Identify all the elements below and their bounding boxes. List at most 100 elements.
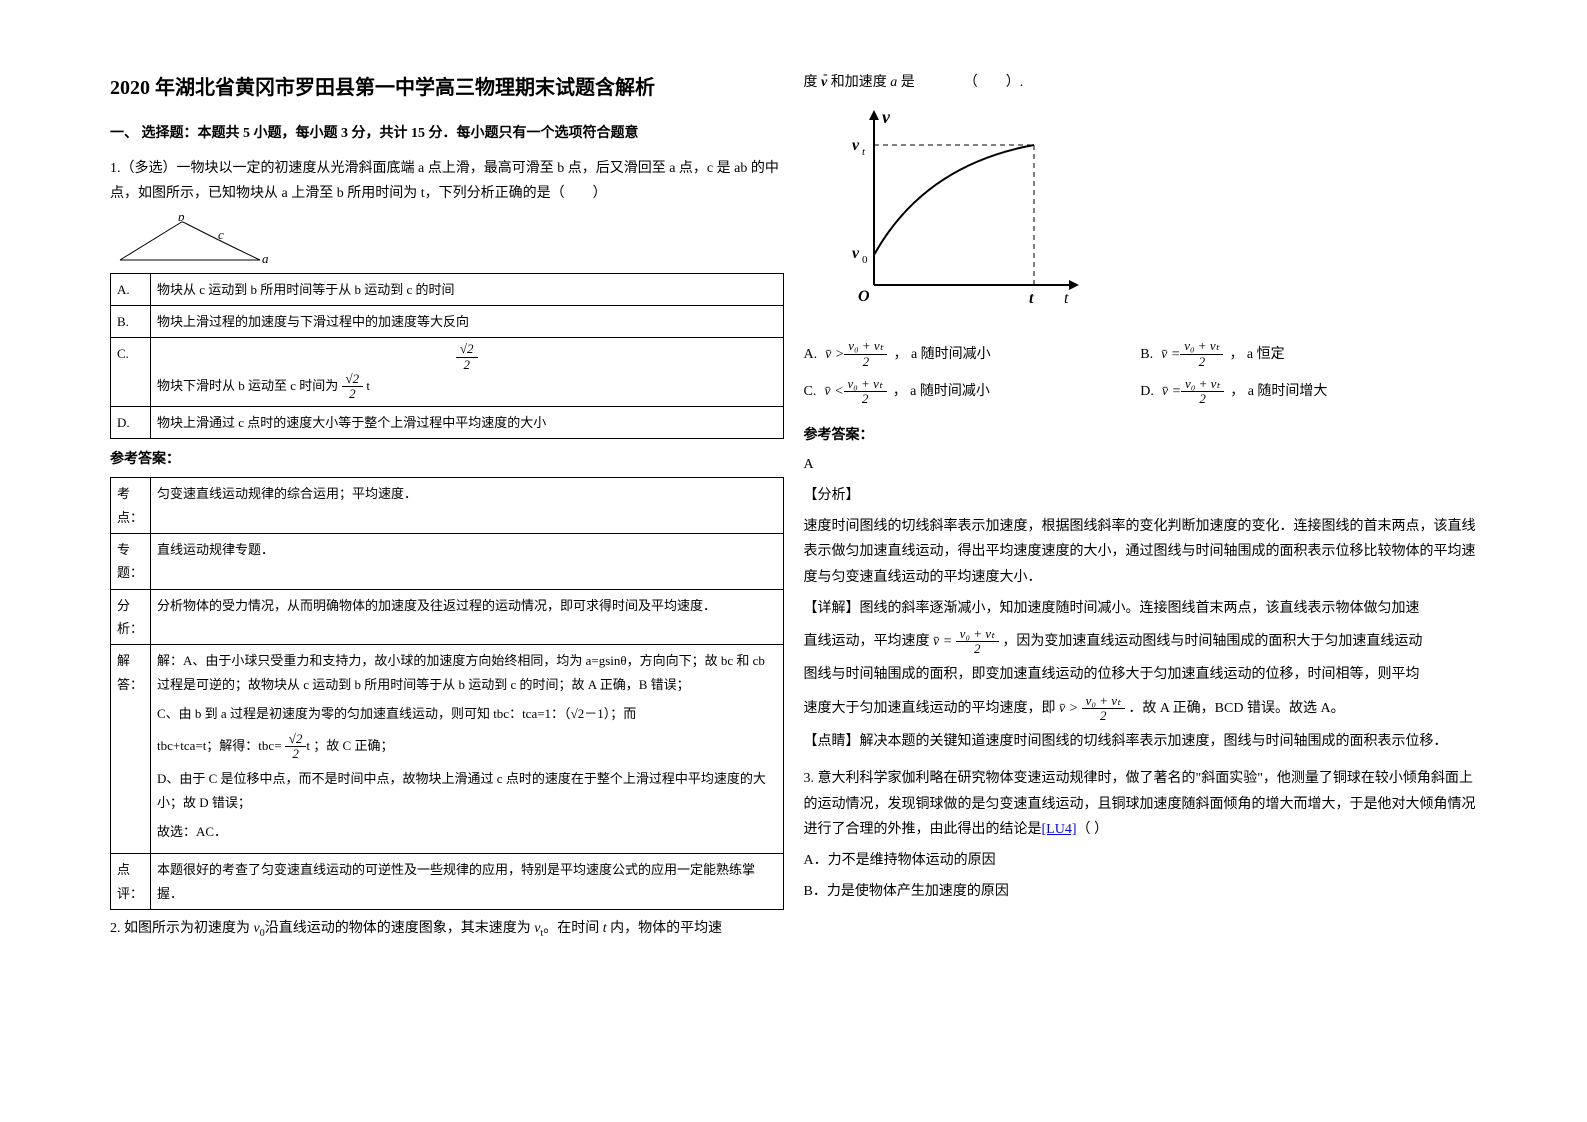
question-2-text-line2: 度 -v 和加速度 a 是 （ ）. xyxy=(804,70,1478,95)
q3-pre: 3. 意大利科学家伽利略在研究物体变速运动规律时，做了著名的"斜面实验"，他测量… xyxy=(804,771,1476,836)
option-a-text: 物块从 c 运动到 b 所用时间等于从 b 运动到 c 的时间 xyxy=(151,273,784,305)
table-row: D. 物块上滑通过 c 点时的速度大小等于整个上滑过程中平均速度的大小 xyxy=(111,406,784,438)
p3-pre: tbc+tca=t；解得：tbc= xyxy=(157,737,282,752)
frac-sqrt2-2: √2 2 xyxy=(285,732,307,762)
vbar: v̄ < xyxy=(824,379,843,404)
ref-answer-heading: 参考答案： xyxy=(110,447,784,472)
analysis-p5: 速度大于匀加速直线运动的平均速度，即 v̄ > v₀ + vₜ 2 ．故 A 正… xyxy=(804,694,1478,724)
solution-cell: 解：A、由于小球只受重力和支持力，故小球的加速度方向始终相同，均为 a=gsin… xyxy=(151,645,784,854)
option-b-text: 物块上滑过程的加速度与下滑过程中的加速度等大反向 xyxy=(151,305,784,337)
reference-link[interactable]: [LU4] xyxy=(1042,822,1077,837)
label-a: a xyxy=(262,251,269,265)
solution-p2: C、由 b 到 a 过程是初速度为零的匀加速直线运动，则可知 tbc：tca=1… xyxy=(157,702,777,725)
vbar: v̄ = xyxy=(1162,379,1181,404)
analysis-text: 分析物体的受力情况，从而明确物体的加速度及往返过程的运动情况，即可求得时间及平均… xyxy=(151,589,784,645)
svg-text:t: t xyxy=(1029,290,1034,307)
analysis-p3: 直线运动，平均速度 v̄ = v₀ + vₜ 2 ，因为变加速直线运动图线与时间… xyxy=(804,627,1478,657)
analysis-label: 分析： xyxy=(111,589,151,645)
analysis-label: 考点： xyxy=(111,478,151,534)
detail-line: 【详解】图线的斜率逐渐减小，知加速度随时间减小。连接图线首末两点，该直线表示物体… xyxy=(804,596,1478,621)
table-row: 点评： 本题很好的考查了匀变速直线运动的可逆性及一些规律的应用，特别是平均速度公… xyxy=(111,854,784,910)
option-label-c: C. xyxy=(111,338,151,406)
solution-p3: tbc+tca=t；解得：tbc= √2 2 t ；故 C 正确； xyxy=(157,732,777,762)
opt-a-label: A. xyxy=(804,342,818,367)
label-b: b xyxy=(178,215,185,224)
p3-pre: 直线运动，平均速度 xyxy=(804,634,930,649)
triangle-svg: b c a xyxy=(110,215,270,265)
solution-p1: 解：A、由于小球只受重力和支持力，故小球的加速度方向始终相同，均为 a=gsin… xyxy=(157,649,777,696)
label-c: c xyxy=(218,227,224,242)
section-1-title: 一、 选择题：本题共 5 小题，每小题 3 分，共计 15 分．每小题只有一个选… xyxy=(110,121,784,146)
opt-c-suffix: t xyxy=(366,378,370,393)
option-d-text: 物块上滑通过 c 点时的速度大小等于整个上滑过程中平均速度的大小 xyxy=(151,406,784,438)
frac-b: v₀ + vₜ 2 xyxy=(1180,339,1223,369)
question-3-text: 3. 意大利科学家伽利略在研究物体变速运动规律时，做了著名的"斜面实验"，他测量… xyxy=(804,766,1478,842)
p5-pre: 速度大于匀加速直线运动的平均速度，即 xyxy=(804,701,1056,716)
question-1-text: 1.（多选）一物块以一定的初速度从光滑斜面底端 a 点上滑，最高可滑至 b 点，… xyxy=(110,156,784,206)
analysis-text: 直线运动规律专题． xyxy=(151,533,784,589)
tip-label: 【点睛】 xyxy=(804,734,860,749)
triangle-figure: b c a xyxy=(110,215,270,265)
table-row: 专题： 直线运动规律专题． xyxy=(111,533,784,589)
opt-c-post: ， a 随时间减小 xyxy=(893,379,990,404)
option-b: B. v̄ = v₀ + vₜ 2 ， a 恒定 xyxy=(1140,339,1477,369)
right-column: 度 -v 和加速度 a 是 （ ）. v v t v 0 O t t xyxy=(794,70,1488,1092)
sqrt2-over-2: √2 2 xyxy=(456,342,478,372)
table-row: 分析： 分析物体的受力情况，从而明确物体的加速度及往返过程的运动情况，即可求得时… xyxy=(111,589,784,645)
table-row: A. 物块从 c 运动到 b 所用时间等于从 b 运动到 c 的时间 xyxy=(111,273,784,305)
svg-text:v: v xyxy=(882,107,891,127)
p5-post: ．故 A 正确，BCD 错误。故选 A。 xyxy=(1128,701,1344,716)
p2-post: －1）；而 xyxy=(584,706,636,721)
analysis-label: 解答： xyxy=(111,645,151,854)
q2-l2mid: 和加速度 xyxy=(831,75,891,90)
q3-option-b: B．力是使物体产生加速度的原因 xyxy=(804,879,1478,904)
graph-svg: v v t v 0 O t t xyxy=(834,105,1094,315)
detail-label: 【详解】 xyxy=(804,601,860,616)
ref-answer-heading-2: 参考答案： xyxy=(804,423,1478,448)
p3-post: ；故 C 正确； xyxy=(313,737,393,752)
analysis-label: 专题： xyxy=(111,533,151,589)
table-row: 考点： 匀变速直线运动规律的综合运用；平均速度． xyxy=(111,478,784,534)
frac-p3: v₀ + vₜ 2 xyxy=(956,627,999,657)
svg-text:0: 0 xyxy=(862,254,868,266)
analysis-heading: 【分析】 xyxy=(804,483,1478,508)
option-label-a: A. xyxy=(111,273,151,305)
q2-l2pre: 度 xyxy=(804,75,818,90)
q2-mid2: 。在时间 xyxy=(543,921,603,936)
analysis-p4: 图线与时间轴围成的面积，即变加速直线运动的位移大于匀加速直线运动的位移，时间相等… xyxy=(804,662,1478,687)
frac-a: v₀ + vₜ 2 xyxy=(844,339,887,369)
q2-options: A. v̄ > v₀ + vₜ 2 ， a 随时间减小 B. v̄ = v₀ +… xyxy=(804,339,1478,414)
analysis-label: 点评： xyxy=(111,854,151,910)
analysis-text: 匀变速直线运动规律的综合运用；平均速度． xyxy=(151,478,784,534)
p2-sqrt: √2 xyxy=(571,706,585,721)
svg-text:t: t xyxy=(1064,290,1069,307)
q1-analysis-table: 考点： 匀变速直线运动规律的综合运用；平均速度． 专题： 直线运动规律专题． 分… xyxy=(110,477,784,910)
frac-p5: v₀ + vₜ 2 xyxy=(1082,694,1125,724)
vbar-icon: -v xyxy=(821,70,827,95)
vbar: v̄ > xyxy=(1059,701,1082,716)
vbar: v̄ = xyxy=(1161,342,1180,367)
frac-d: v₀ + vₜ 2 xyxy=(1181,377,1224,407)
svg-text:t: t xyxy=(862,146,866,158)
option-c-text: 物块下滑时从 b 运动至 c 时间为 xyxy=(157,378,338,393)
document-title: 2020 年湖北省黄冈市罗田县第一中学高三物理期末试题含解析 xyxy=(110,70,784,106)
q2-post: 内，物体的平均速 xyxy=(607,921,723,936)
table-row: C. √2 2 物块下滑时从 b 运动至 c 时间为 √2 2 t xyxy=(111,338,784,406)
table-row: B. 物块上滑过程的加速度与下滑过程中的加速度等大反向 xyxy=(111,305,784,337)
sqrt2-over-2-b: √2 2 xyxy=(342,372,364,402)
solution-p4: D、由于 C 是位移中点，而不是时间中点，故物块上滑通过 c 点时的速度在于整个… xyxy=(157,767,777,814)
option-label-d: D. xyxy=(111,406,151,438)
option-c-cell: √2 2 物块下滑时从 b 运动至 c 时间为 √2 2 t xyxy=(151,338,784,406)
q1-options-table: A. 物块从 c 运动到 b 所用时间等于从 b 运动到 c 的时间 B. 物块… xyxy=(110,273,784,439)
table-row: 解答： 解：A、由于小球只受重力和支持力，故小球的加速度方向始终相同，均为 a=… xyxy=(111,645,784,854)
vbar: v̄ = xyxy=(933,634,956,649)
tip-p6: 解决本题的关键知道速度时间图线的切线斜率表示加速度，图线与时间轴围成的面积表示位… xyxy=(860,734,1448,749)
svg-text:v: v xyxy=(852,245,860,262)
vbar: v̄ > xyxy=(825,342,844,367)
opt-c-label: C. xyxy=(804,379,817,404)
opt-d-post: ， a 随时间增大 xyxy=(1230,379,1327,404)
svg-text:v: v xyxy=(852,137,860,154)
q3-post: （ ） xyxy=(1077,822,1109,837)
option-d: D. v̄ = v₀ + vₜ 2 ， a 随时间增大 xyxy=(1140,377,1477,407)
p3-suf: t xyxy=(306,737,310,752)
